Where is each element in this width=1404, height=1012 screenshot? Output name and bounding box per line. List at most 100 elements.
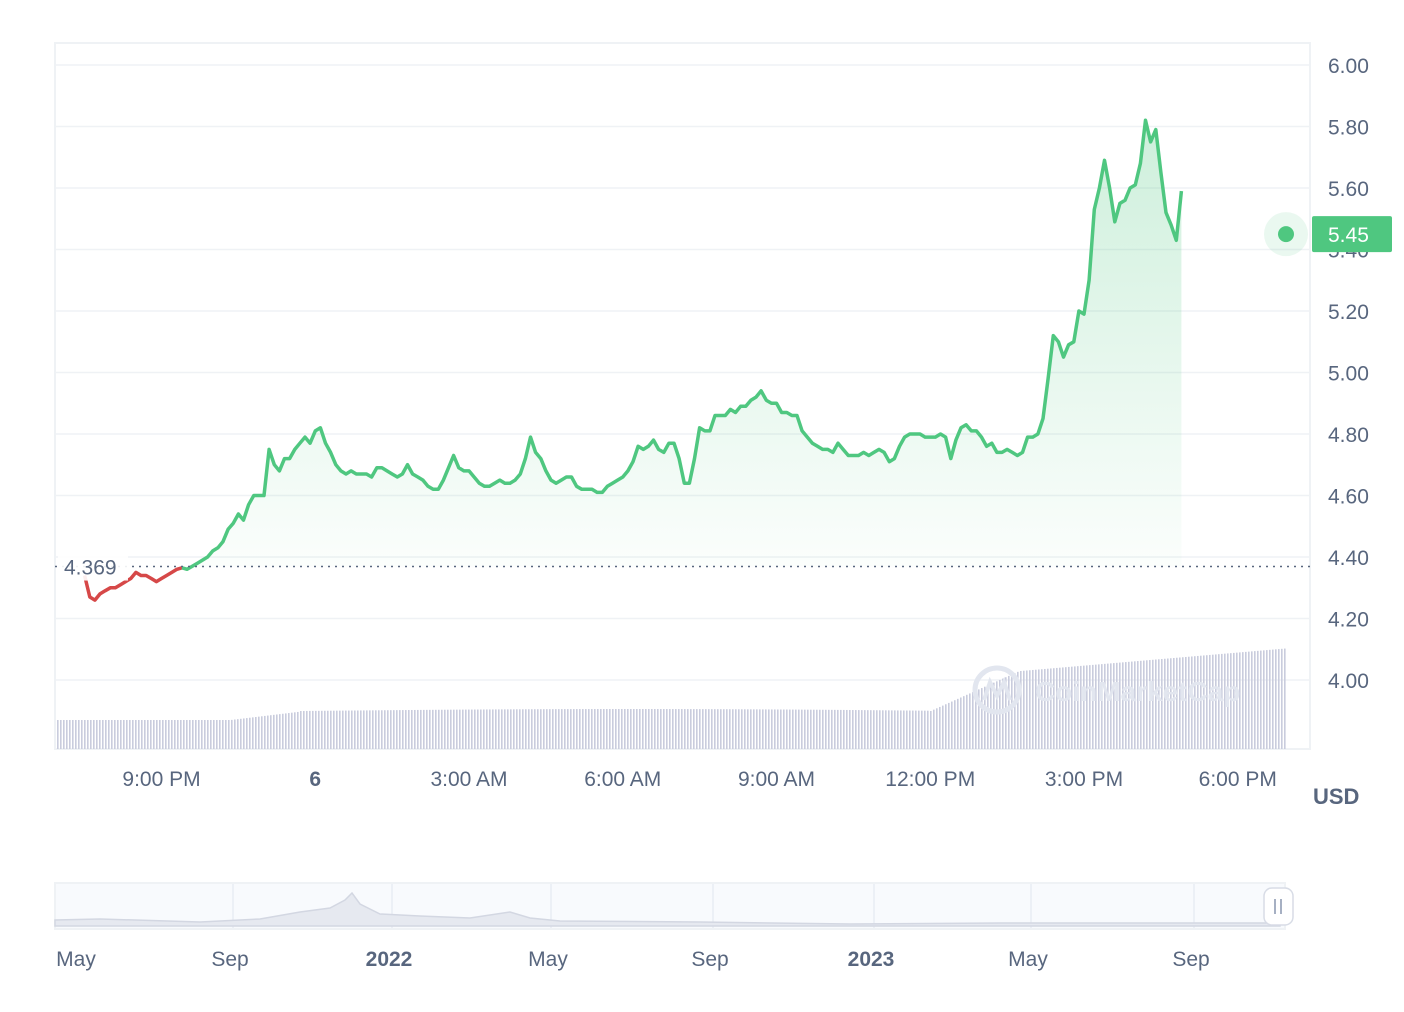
volume-bar (1194, 656, 1196, 749)
volume-bar (678, 709, 680, 749)
volume-bar (672, 709, 674, 749)
y-tick-label: 5.60 (1328, 178, 1369, 201)
volume-bar (759, 709, 761, 749)
volume-bar (735, 709, 737, 749)
volume-bar (435, 709, 437, 749)
volume-bar (906, 710, 908, 749)
volume-bar (483, 709, 485, 749)
volume-bar (1113, 663, 1115, 749)
volume-bar (1083, 665, 1085, 749)
volume-bar (957, 698, 959, 749)
volume-bar (1254, 651, 1256, 749)
volume-bar (225, 720, 227, 749)
volume-bar (1185, 656, 1187, 749)
volume-bar (708, 709, 710, 749)
volume-bar (870, 710, 872, 749)
volume-bar (126, 720, 128, 749)
volume-bar (420, 709, 422, 749)
volume-bar (201, 720, 203, 749)
volume-bar (192, 720, 194, 749)
volume-bar (699, 709, 701, 749)
volume-bar (567, 709, 569, 749)
volume-bar (78, 720, 80, 749)
volume-bar (120, 720, 122, 749)
volume-bar (693, 709, 695, 749)
volume-bar (846, 709, 848, 749)
y-axis: 6.005.805.605.405.205.004.804.604.404.20… (1328, 55, 1369, 693)
volume-bar (804, 709, 806, 749)
volume-bar (405, 710, 407, 749)
volume-bar (1023, 670, 1025, 749)
volume-bar (528, 709, 530, 749)
range-navigator[interactable]: May Sep 2022 May Sep 2023 May Sep (54, 882, 1294, 971)
x-tick-label: 6:00 PM (1199, 768, 1277, 791)
volume-bar (711, 709, 713, 749)
volume-bar (762, 709, 764, 749)
volume-bar (210, 720, 212, 749)
volume-bar (489, 709, 491, 749)
volume-bar (843, 709, 845, 749)
volume-bar (936, 708, 938, 749)
volume-bar (492, 709, 494, 749)
volume-bar (1128, 661, 1130, 749)
volume-bar (840, 709, 842, 749)
volume-bar (111, 720, 113, 749)
volume-bar (345, 710, 347, 749)
volume-bar (306, 710, 308, 749)
volume-bar (837, 709, 839, 749)
volume-bar (189, 720, 191, 749)
volume-bar (447, 709, 449, 749)
volume-bar (231, 719, 233, 749)
navigator-handle[interactable] (1263, 887, 1294, 926)
volume-bar (513, 709, 515, 749)
volume-bar (1263, 650, 1265, 749)
volume-bar (822, 709, 824, 749)
volume-bar (978, 689, 980, 749)
volume-bar (243, 718, 245, 749)
volume-bar (618, 709, 620, 749)
volume-bar (1017, 671, 1019, 749)
volume-bar (258, 716, 260, 749)
volume-bar (531, 709, 533, 749)
volume-bar (654, 709, 656, 749)
volume-bar (786, 709, 788, 749)
volume-bar (984, 686, 986, 749)
volume-bar (969, 693, 971, 749)
volume-bar (510, 709, 512, 749)
volume-bar (1260, 650, 1262, 749)
volume-bar (312, 710, 314, 749)
y-tick-label: 5.80 (1328, 117, 1369, 140)
volume-bar (495, 709, 497, 749)
volume-bar (408, 710, 410, 749)
volume-bar (582, 709, 584, 749)
volume-bar (579, 709, 581, 749)
volume-bar (858, 710, 860, 749)
volume-bar (585, 709, 587, 749)
volume-bar (330, 710, 332, 749)
navigator-label: 2022 (366, 948, 413, 971)
volume-bar (522, 709, 524, 749)
volume-bar (1092, 664, 1094, 749)
volume-bar (705, 709, 707, 749)
volume-bar (828, 709, 830, 749)
volume-bar (591, 709, 593, 749)
volume-bar (501, 709, 503, 749)
volume-bar (954, 700, 956, 749)
volume-bar (918, 710, 920, 749)
volume-bar (1080, 665, 1082, 749)
volume-bar (153, 720, 155, 749)
volume-bar (267, 715, 269, 749)
volume-bar (237, 719, 239, 749)
volume-bar (606, 709, 608, 749)
volume-bar (1281, 648, 1283, 749)
volume-bar (150, 720, 152, 749)
volume-bar (1005, 677, 1007, 749)
volume-bar (132, 720, 134, 749)
volume-bar (183, 720, 185, 749)
volume-bar (780, 709, 782, 749)
volume-bar (123, 720, 125, 749)
volume-bar (564, 709, 566, 749)
volume-bar (963, 696, 965, 749)
volume-bar (246, 718, 248, 749)
